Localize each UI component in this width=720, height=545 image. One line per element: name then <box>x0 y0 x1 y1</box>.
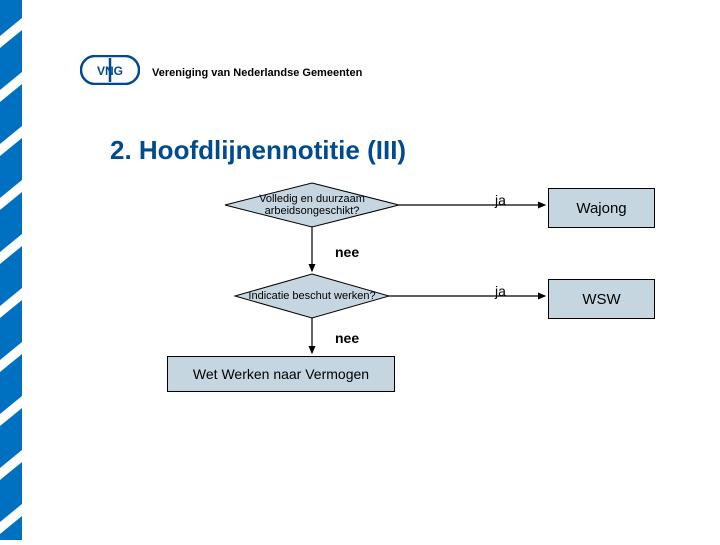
outcome-wajong: Wajong <box>548 188 655 228</box>
outcome-wsw: WSW <box>548 279 655 319</box>
flowchart: Volledig en duurzaam arbeidsongeschikt? … <box>0 0 720 540</box>
edge-label-nee-2: nee <box>335 330 359 346</box>
outcome-wwv: Wet Werken naar Vermogen <box>167 356 395 392</box>
decision-2-text: Indicatie beschut werken? <box>248 282 376 310</box>
decision-1-text: Volledig en duurzaam arbeidsongeschikt? <box>236 190 388 220</box>
edge-label-nee-1: nee <box>335 244 359 260</box>
edge-label-ja-2: ja <box>495 283 506 299</box>
edge-label-ja-1: ja <box>495 192 506 208</box>
